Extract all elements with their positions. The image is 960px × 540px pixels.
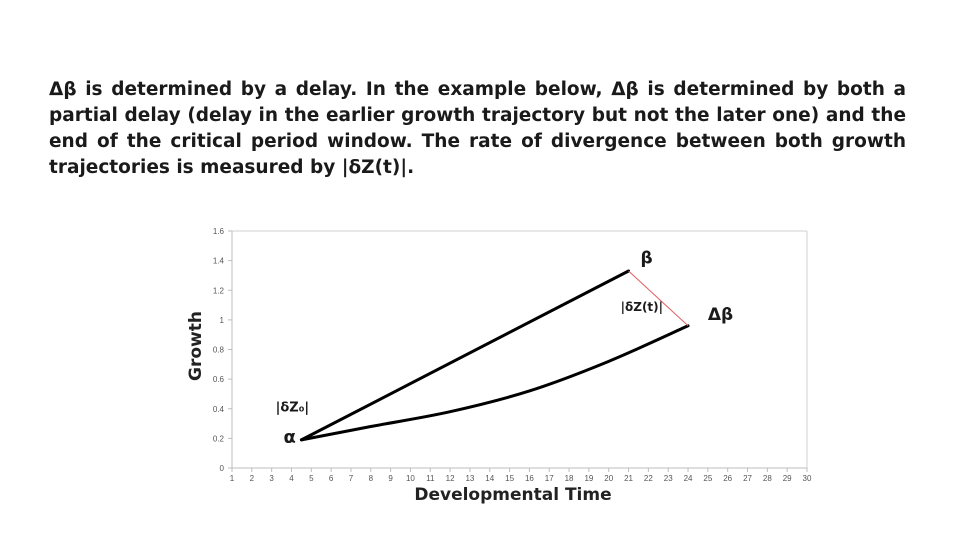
x-tick-label: 13: [465, 474, 474, 483]
x-tick-label: 14: [485, 474, 494, 483]
x-tick-label: 7: [349, 474, 354, 483]
series-group: [299, 269, 690, 442]
x-tick-label: 12: [446, 474, 455, 483]
x-tick-label: 19: [584, 474, 593, 483]
initial-divergence-label: |δZ₀|: [276, 401, 310, 416]
x-tick-label: 10: [406, 474, 415, 483]
x-tick-label: 29: [783, 474, 792, 483]
x-tick-label: 11: [426, 474, 435, 483]
x-tick-label: 25: [703, 474, 712, 483]
x-tick-label: 22: [644, 474, 653, 483]
x-tick-label: 15: [505, 474, 514, 483]
x-axis-ticks: 1 2 3 4 5 6 7 8 9 10 11 12 13 14 15 16 17 18 19 20 21 22 23 24 2…: [230, 468, 812, 483]
x-tick-label: 6: [329, 474, 334, 483]
y-axis-ticks: 0 0.2 0.4 0.6 0.8 1 1.2 1.4 1.6: [213, 227, 232, 473]
x-tick-label: 3: [269, 474, 274, 483]
divergence-line: [628, 270, 689, 327]
x-tick-label: 8: [369, 474, 374, 483]
x-tick-label: 24: [684, 474, 693, 483]
x-tick-label: 30: [803, 474, 812, 483]
description-paragraph: Δβ is determined by a delay. In the exam…: [49, 79, 906, 178]
beta-label: β: [640, 249, 652, 269]
y-tick-label: 1.2: [213, 286, 225, 295]
y-axis-title: Growth: [186, 311, 206, 381]
x-tick-label: 5: [309, 474, 314, 483]
y-tick-label: 1: [220, 316, 225, 325]
y-tick-label: 0.8: [213, 346, 225, 355]
x-tick-label: 21: [624, 474, 633, 483]
x-tick-label: 23: [664, 474, 673, 483]
y-tick-label: 0.4: [213, 405, 225, 414]
x-tick-label: 28: [763, 474, 772, 483]
y-tick-label: 1.6: [213, 227, 225, 236]
x-tick-label: 20: [604, 474, 613, 483]
x-tick-label: 26: [723, 474, 732, 483]
upper-growth-trajectory: [299, 269, 631, 442]
alpha-label: α: [284, 427, 296, 448]
x-tick-label: 18: [565, 474, 574, 483]
x-tick-label: 16: [525, 474, 534, 483]
x-tick-label: 1: [230, 474, 235, 483]
y-tick-label: 0.2: [213, 434, 225, 443]
x-tick-label: 9: [388, 474, 393, 483]
x-tick-label: 27: [743, 474, 752, 483]
delta-beta-label: Δβ: [708, 305, 733, 325]
divergence-label: |δZ(t)|: [621, 300, 663, 314]
lower-growth-trajectory: [299, 324, 690, 442]
x-tick-label: 17: [545, 474, 554, 483]
x-axis-title: Developmental Time: [414, 485, 611, 505]
x-tick-label: 4: [289, 474, 294, 483]
x-tick-label: 2: [250, 474, 255, 483]
annotations-group: β |δZ(t)| Δβ |δZ₀| α: [276, 249, 734, 448]
y-tick-label: 0: [220, 464, 225, 473]
y-tick-label: 0.6: [213, 375, 225, 384]
y-tick-label: 1.4: [213, 257, 225, 266]
